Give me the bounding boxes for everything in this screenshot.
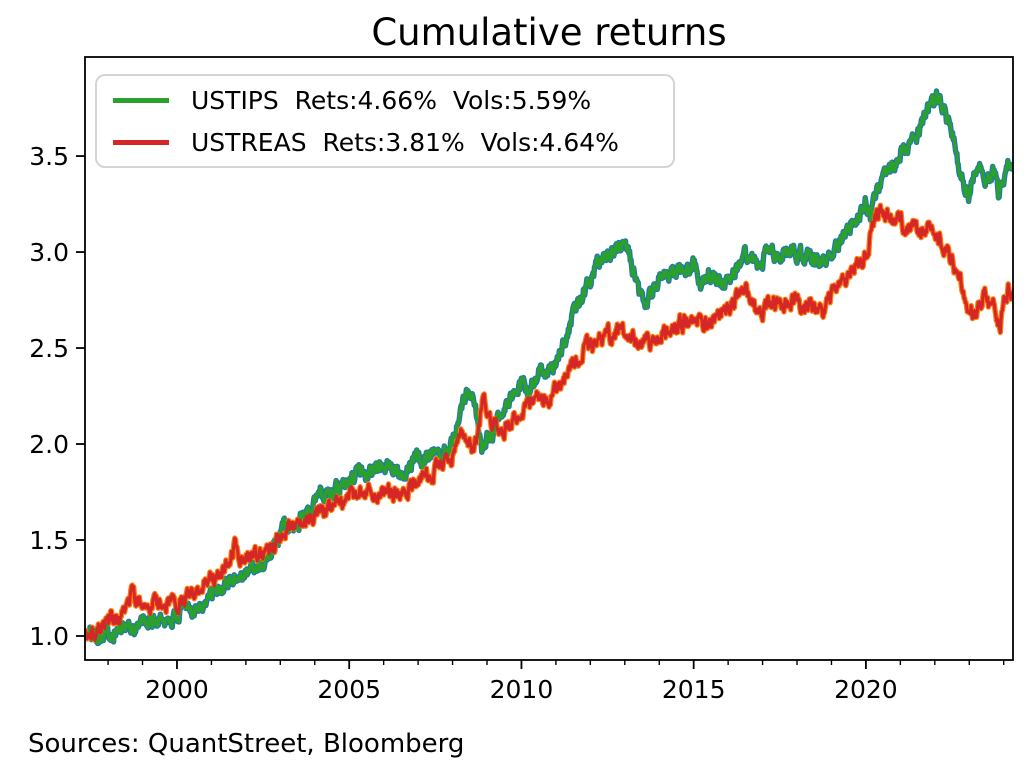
legend-label-ustreas: USTREAS Rets:3.81% Vols:4.64% — [191, 127, 619, 157]
y-tick-label: 1.5 — [29, 526, 69, 555]
plot-frame — [84, 56, 1014, 661]
legend-item-ustips: USTIPS Rets:4.66% Vols:5.59% — [113, 81, 673, 120]
sources-note: Sources: QuantStreet, Bloomberg — [28, 729, 465, 759]
ustreas-line-swatch — [113, 139, 169, 145]
x-tick-label: 2005 — [317, 675, 381, 704]
chart-title: Cumulative returns — [371, 11, 727, 54]
ustreas-underlay-line — [84, 202, 1013, 644]
y-tick-label: 2.5 — [29, 334, 69, 363]
y-tick-label: 1.0 — [29, 622, 69, 651]
ustips-line — [84, 89, 1013, 645]
y-tick-label: 2.0 — [29, 430, 69, 459]
ustreas-line — [84, 203, 1013, 642]
legend: USTIPS Rets:4.66% Vols:5.59% USTREAS Ret… — [95, 74, 675, 168]
legend-label-ustips: USTIPS Rets:4.66% Vols:5.59% — [191, 85, 592, 115]
x-tick-label: 2010 — [490, 675, 554, 704]
x-tick-label: 2020 — [834, 675, 898, 704]
y-tick-label: 3.5 — [29, 142, 69, 171]
legend-item-ustreas: USTREAS Rets:3.81% Vols:4.64% — [113, 123, 673, 162]
x-tick-label: 2015 — [662, 675, 726, 704]
ustips-line-swatch — [113, 97, 169, 103]
x-tick-label: 2000 — [145, 675, 209, 704]
y-tick-label: 3.0 — [29, 238, 69, 267]
